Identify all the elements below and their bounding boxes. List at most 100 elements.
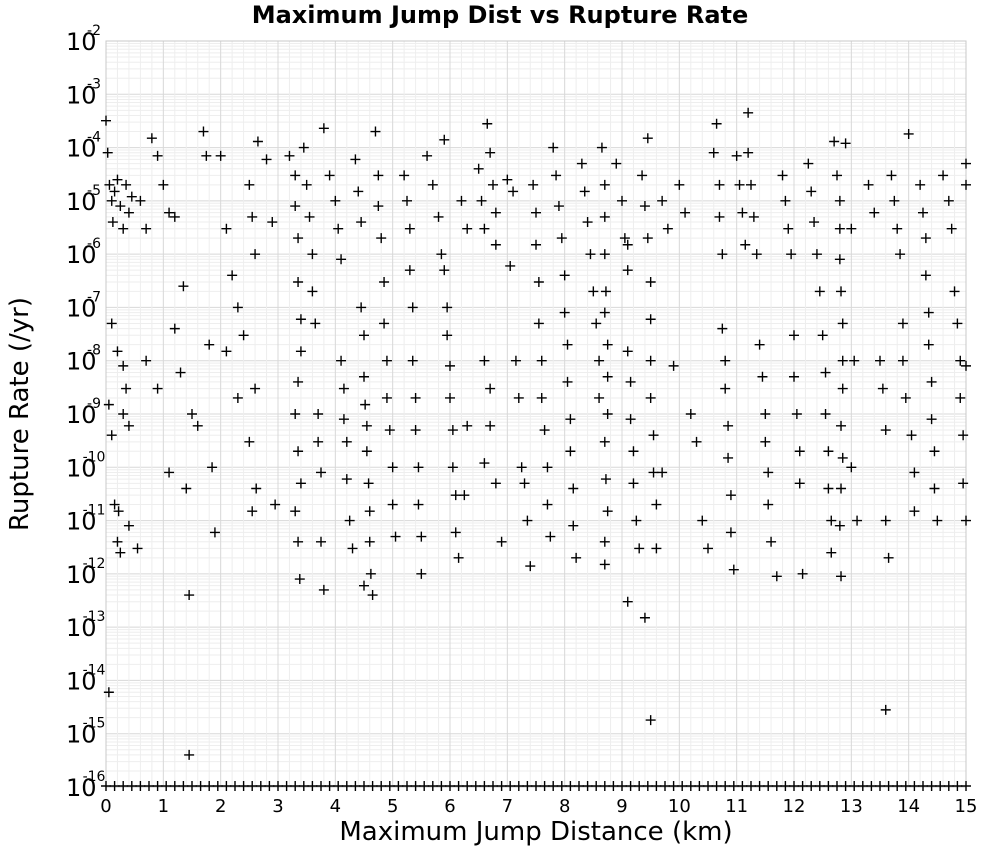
data-point: [161, 781, 172, 791]
data-point: [508, 186, 519, 197]
data-point: [820, 367, 831, 378]
data-point: [126, 781, 137, 791]
data-point: [780, 781, 791, 791]
data-point: [789, 371, 799, 382]
data-point: [754, 781, 765, 791]
data-point: [295, 478, 306, 489]
data-point: [579, 186, 590, 197]
data-point: [384, 781, 395, 791]
data-point: [152, 383, 163, 394]
data-point: [648, 430, 659, 441]
data-point: [152, 781, 163, 791]
data-point: [290, 170, 301, 181]
data-point: [548, 142, 559, 153]
x-tick-label: 6: [444, 796, 455, 817]
x-tick-label: 7: [502, 796, 513, 817]
data-point: [846, 462, 857, 473]
data-point: [720, 355, 731, 366]
data-point: [955, 392, 966, 403]
data-point: [184, 749, 195, 760]
data-point: [102, 147, 113, 158]
data-point: [439, 134, 450, 145]
y-tick-label: 10: [66, 241, 97, 269]
data-point: [780, 195, 791, 206]
data-point: [757, 371, 768, 382]
data-point: [445, 392, 455, 403]
data-point: [433, 211, 444, 222]
data-point: [877, 383, 888, 394]
data-point: [829, 136, 840, 147]
data-point: [660, 781, 670, 791]
data-point: [837, 355, 848, 366]
data-point: [360, 399, 371, 410]
data-point: [304, 211, 315, 222]
data-point: [178, 781, 189, 791]
data-point: [832, 170, 842, 181]
data-point: [427, 179, 438, 190]
data-point: [482, 118, 493, 129]
data-point: [811, 249, 822, 260]
data-point: [918, 781, 928, 791]
data-point: [141, 223, 152, 234]
data-point: [192, 420, 203, 431]
data-point: [118, 781, 129, 791]
data-point: [422, 150, 433, 161]
data-point: [488, 781, 498, 791]
data-point: [797, 781, 808, 791]
data-point: [789, 781, 799, 791]
x-tick-label: 1: [158, 796, 169, 817]
data-point: [674, 179, 685, 190]
data-point: [113, 506, 124, 517]
data-point: [892, 223, 903, 234]
data-point: [490, 207, 501, 218]
data-point: [622, 596, 633, 607]
data-point: [141, 355, 152, 366]
data-point: [264, 781, 275, 791]
y-tick-label: 10: [66, 721, 97, 749]
data-point: [926, 414, 937, 425]
data-point: [363, 478, 374, 489]
data-point: [152, 150, 163, 161]
data-point: [703, 781, 713, 791]
x-tick-label: 10: [668, 796, 691, 817]
data-point: [685, 409, 696, 419]
data-point: [387, 462, 398, 473]
data-point: [619, 233, 630, 244]
data-point: [625, 781, 636, 791]
data-point: [562, 376, 573, 387]
data-point: [450, 527, 461, 538]
data-point: [333, 223, 344, 234]
data-point: [476, 195, 487, 206]
data-point: [760, 436, 771, 447]
data-point: [639, 201, 650, 212]
data-point: [350, 154, 361, 165]
data-point: [760, 409, 771, 419]
data-point: [103, 687, 114, 698]
data-point: [187, 409, 197, 419]
data-point: [585, 249, 596, 260]
data-point: [442, 330, 453, 341]
data-point: [883, 552, 894, 563]
data-point: [513, 392, 524, 403]
data-point: [146, 133, 157, 144]
data-point: [677, 781, 688, 791]
data-point: [470, 781, 481, 791]
data-point: [510, 355, 521, 366]
data-point: [909, 781, 920, 791]
data-point: [728, 564, 739, 575]
data-point: [628, 446, 639, 457]
data-point: [958, 478, 969, 489]
data-point: [251, 483, 262, 494]
data-point: [691, 436, 702, 447]
data-point: [714, 211, 725, 222]
data-point: [310, 318, 321, 329]
data-point: [525, 561, 536, 572]
data-point: [582, 781, 593, 791]
data-point: [596, 142, 607, 153]
data-point: [961, 158, 971, 169]
data-point: [740, 239, 751, 250]
data-point: [490, 239, 501, 250]
data-point: [121, 383, 132, 394]
data-point: [132, 543, 143, 554]
